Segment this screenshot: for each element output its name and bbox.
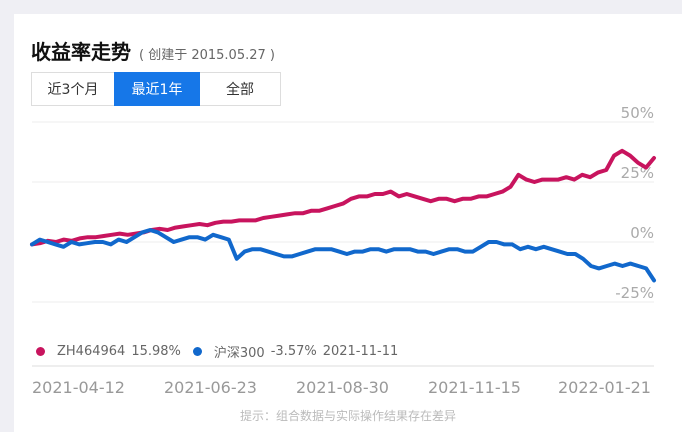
tab-3-months[interactable]: 近3个月 [31, 72, 115, 106]
y-tick-label: 0% [630, 224, 654, 242]
legend: ZH464964 15.98% 沪深300 -3.57% 2021-11-11 [36, 342, 410, 361]
x-tick-label: 2021-08-30 [296, 378, 389, 397]
range-tabs: 近3个月 最近1年 全部 [31, 72, 281, 106]
legend-date: 2021-11-11 [322, 344, 399, 359]
legend-dot-index [192, 347, 202, 356]
legend-item-index[interactable]: 沪深300 -3.57% 2021-11-11 [192, 342, 399, 361]
return-line-chart: 50%25%0%-25%2021-04-12 2021-06-23 2021-08-… [30, 104, 656, 397]
legend-item-portfolio[interactable]: ZH464964 15.98% [36, 344, 181, 359]
created-date: ( 创建于 2015.05.27 ) [139, 48, 275, 63]
x-tick-label: 2022-01-21 [558, 378, 651, 397]
tab-1-year[interactable]: 最近1年 [114, 72, 200, 106]
series-line-1 [30, 228, 656, 283]
chart-title: 收益率走势 [31, 40, 131, 64]
y-tick-label: 50% [621, 104, 654, 122]
x-tick-label: 2021-04-12 [32, 378, 125, 397]
title-row: 收益率走势 ( 创建于 2015.05.27 ) [31, 36, 275, 65]
legend-index-value: -3.57% [270, 344, 317, 359]
series-line-0 [30, 148, 656, 247]
tab-all[interactable]: 全部 [199, 72, 281, 106]
disclaimer-hint: 提示：组合数据与实际操作结果存在差异 [239, 409, 456, 423]
chart-card: 收益率走势 ( 创建于 2015.05.27 ) 近3个月 最近1年 全部 50%… [14, 14, 682, 432]
legend-dot-portfolio [36, 347, 45, 356]
x-tick-label: 2021-06-23 [164, 378, 257, 397]
y-tick-label: -25% [615, 284, 654, 302]
x-tick-label: 2021-11-15 [428, 378, 521, 397]
legend-portfolio-value: 15.98% [131, 344, 181, 359]
legend-portfolio-name: ZH464964 [57, 344, 126, 359]
legend-index-name: 沪深300 [213, 346, 265, 361]
